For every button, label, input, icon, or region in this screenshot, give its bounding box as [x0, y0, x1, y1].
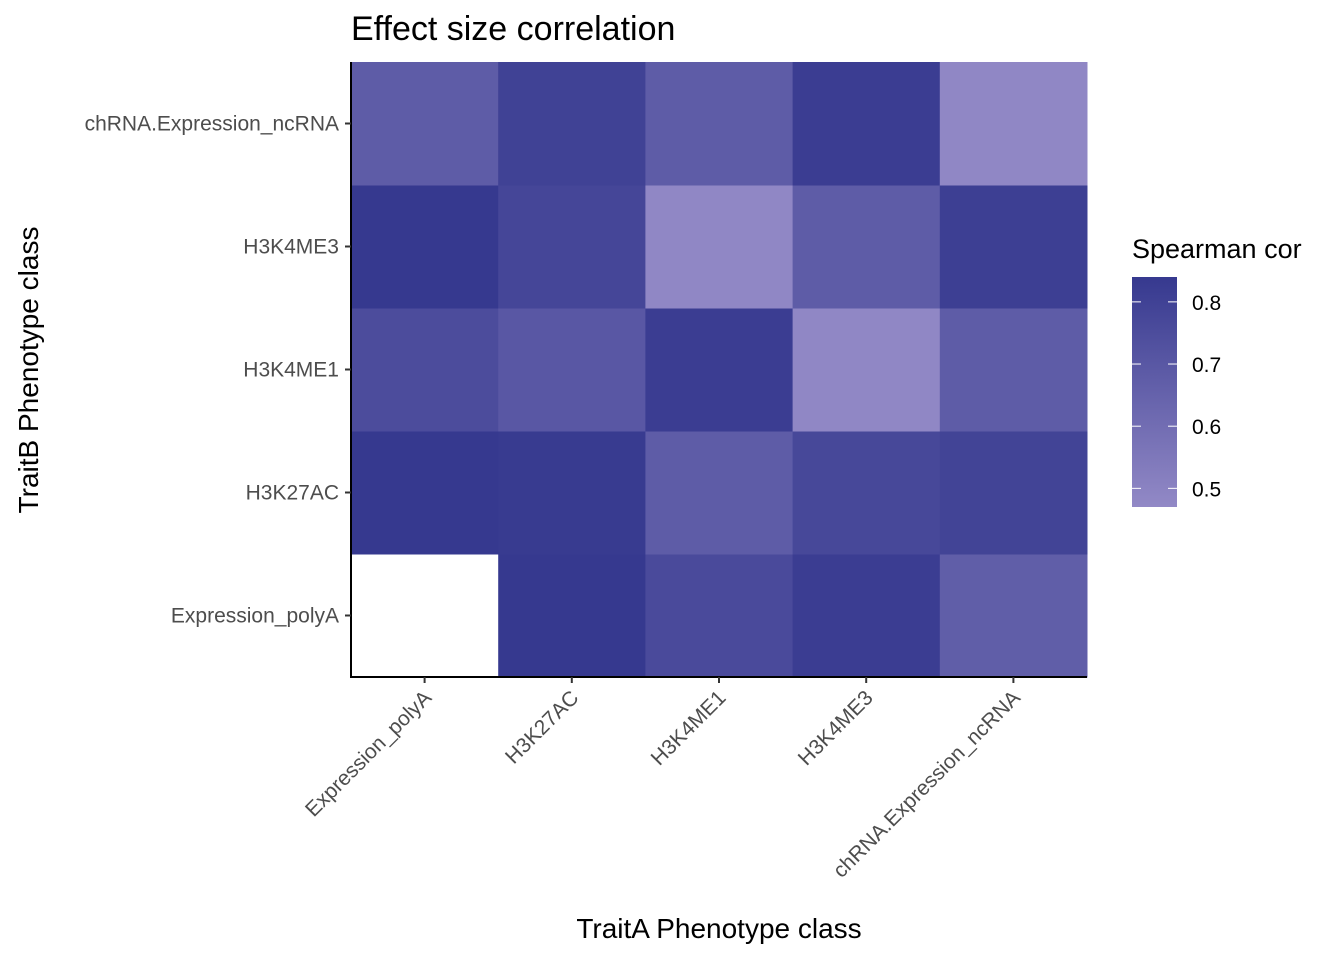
- heatmap-cell: [939, 554, 1088, 678]
- heatmap-cells: [351, 62, 1088, 678]
- heatmap-cell: [645, 554, 794, 678]
- heatmap-cell: [645, 62, 794, 186]
- y-axis-title: TraitB Phenotype class: [13, 227, 44, 514]
- heatmap-cell: [939, 308, 1088, 432]
- legend: Spearman cor 0.5 0.6 0.7 0.8: [1132, 234, 1302, 507]
- heatmap-cell: [498, 62, 646, 186]
- heatmap-cell: [645, 185, 794, 309]
- x-tick-label: H3K4ME1: [647, 686, 731, 770]
- heatmap-cell: [351, 62, 499, 186]
- legend-tick-label: 0.6: [1192, 416, 1221, 439]
- heatmap-cell: [792, 308, 941, 432]
- heatmap-cell: [645, 431, 794, 555]
- y-tick-label: H3K4ME3: [243, 236, 339, 259]
- y-tick-label: H3K27AC: [246, 482, 339, 505]
- legend-ticks: 0.5 0.6 0.7 0.8: [1132, 292, 1221, 501]
- heatmap-cell: [498, 185, 646, 309]
- y-tick-label: H3K4ME1: [243, 359, 339, 382]
- y-axis-ticks: Expression_polyA H3K27AC H3K4ME1 H3K4ME3 chR…: [85, 113, 351, 628]
- legend-tick-label: 0.7: [1192, 354, 1221, 377]
- heatmap-cell: [498, 431, 646, 555]
- heatmap-cell: [351, 554, 499, 678]
- heatmap-cell: [351, 308, 499, 432]
- heatmap-cell: [792, 62, 941, 186]
- y-tick-label: Expression_polyA: [171, 605, 339, 628]
- heatmap-cell: [645, 308, 794, 432]
- x-axis-title: TraitA Phenotype class: [576, 913, 861, 944]
- heatmap-cell: [939, 62, 1088, 186]
- heatmap-cell: [939, 185, 1088, 309]
- x-tick-label: H3K27AC: [501, 686, 583, 768]
- heatmap-cell: [939, 431, 1088, 555]
- legend-tick-label: 0.5: [1192, 478, 1221, 501]
- x-tick-label: H3K4ME3: [794, 686, 878, 770]
- heatmap-cell: [351, 185, 499, 309]
- heatmap-cell: [792, 185, 941, 309]
- heatmap-cell: [351, 431, 499, 555]
- heatmap-cell: [792, 554, 941, 678]
- x-tick-label: Expression_polyA: [301, 686, 436, 821]
- heatmap-cell: [498, 554, 646, 678]
- heatmap-cell: [792, 431, 941, 555]
- chart-title: Effect size correlation: [351, 10, 675, 48]
- y-tick-label: chRNA.Expression_ncRNA: [85, 113, 339, 136]
- legend-colorbar: [1132, 277, 1177, 507]
- legend-tick-label: 0.8: [1192, 292, 1221, 315]
- legend-title: Spearman cor: [1132, 234, 1302, 264]
- x-axis-ticks: Expression_polyA H3K27AC H3K4ME1 H3K4ME3chR…: [301, 677, 1025, 882]
- heatmap-cell: [498, 308, 646, 432]
